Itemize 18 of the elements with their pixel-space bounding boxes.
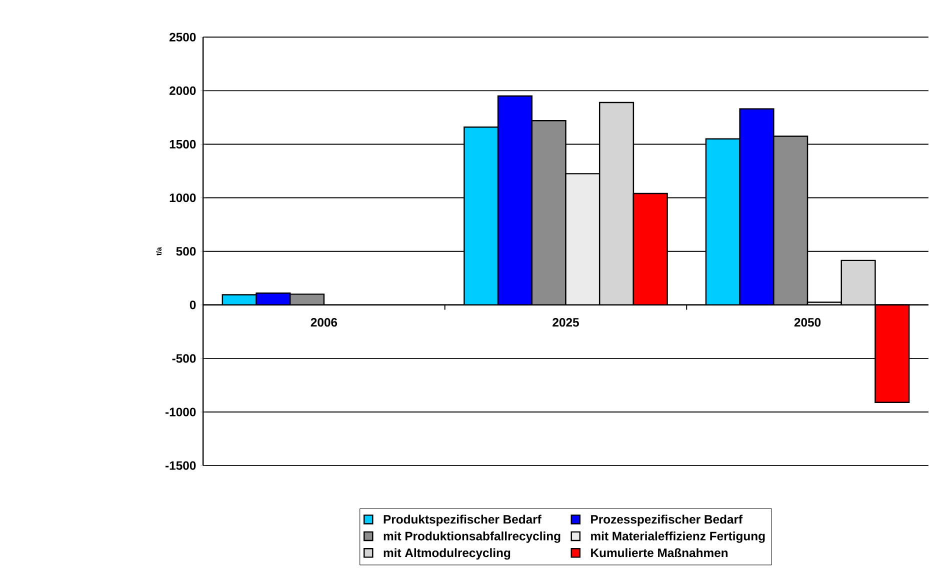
y-tick-label: 1000 xyxy=(170,193,196,202)
y-tick-label: 0 xyxy=(190,300,196,309)
y-tick-label: -1500 xyxy=(166,461,196,470)
legend-label: Kumulierte Maßnahmen xyxy=(591,548,728,557)
y-tick-label: 500 xyxy=(176,246,196,256)
legend-label: mit Produktionsabfallrecycling xyxy=(384,531,560,543)
legend-label: Prozesspezifischer Bedarf xyxy=(591,514,743,526)
legend-label: Produktspezifischer Bedarf xyxy=(384,514,542,526)
x-tick-label: 2025 xyxy=(552,318,579,326)
x-tick-label: 2050 xyxy=(794,318,821,326)
x-tick-label: 2006 xyxy=(310,318,338,326)
y-tick-label: -500 xyxy=(172,354,196,363)
legend-label: mit Materialeffizienz Fertigung xyxy=(591,531,765,543)
y-tick-label: 2500 xyxy=(170,32,196,42)
y-tick-label: -1000 xyxy=(166,407,196,416)
legend-label: mit Altmodulrecycling xyxy=(384,548,510,560)
y-tick-label: 1500 xyxy=(170,140,196,148)
y-tick-label: 2000 xyxy=(170,86,196,95)
